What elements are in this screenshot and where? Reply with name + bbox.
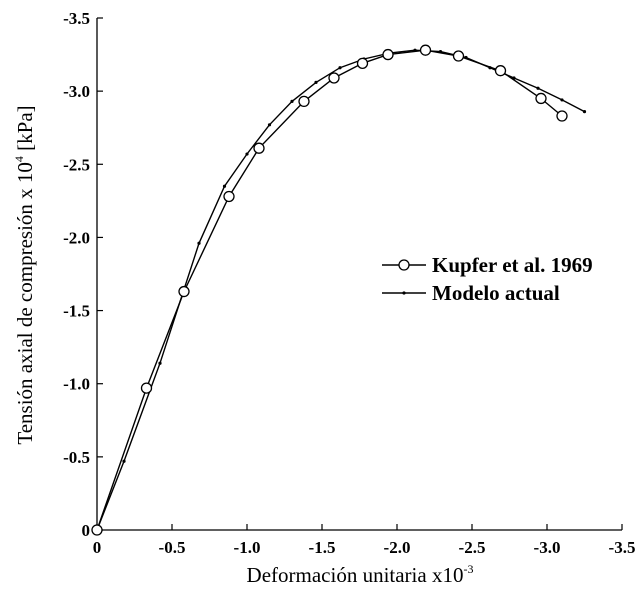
x-tick-label: -2.5 [459, 538, 486, 557]
point-kupfer [91, 524, 103, 536]
x-tick-label: 0 [93, 538, 102, 557]
series-layer [91, 44, 587, 536]
legend: Kupfer et al. 1969 Modelo actual [382, 253, 593, 305]
point-kupfer [298, 95, 310, 108]
ticks: 0 -0.5 -1.0 -1.5 -2.0 -2.5 -3.0 -3.5 0 -0.5 -1.0 -1… [63, 9, 635, 557]
point-modelo-actual [267, 123, 272, 127]
point-kupfer [223, 190, 235, 203]
point-modelo-actual [536, 86, 540, 90]
legend-label-modelo-actual: Modelo actual [432, 281, 560, 305]
labels: Deformación unitaria x10-3 Tensión axial … [12, 105, 473, 587]
point-kupfer [419, 44, 432, 56]
point-modelo-actual [582, 110, 587, 114]
point-modelo-actual [338, 66, 342, 70]
y-tick-label: -3.0 [63, 82, 90, 101]
point-kupfer [328, 72, 340, 84]
point-modelo-actual [413, 48, 417, 52]
point-modelo-actual [197, 241, 201, 245]
x-tick-label: -0.5 [159, 538, 186, 557]
y-tick-label: -2.0 [63, 228, 90, 247]
point-modelo-actual [512, 76, 516, 80]
point-modelo-actual [122, 459, 126, 463]
point-modelo-actual [314, 80, 318, 84]
legend-label-kupfer: Kupfer et al. 1969 [432, 253, 593, 277]
point-modelo-actual [158, 361, 162, 365]
x-axis-label: Deformación unitaria x10-3 [247, 562, 474, 587]
y-axis-label: Tensión axial de compresión x 104 [kPa] [12, 105, 37, 444]
point-modelo-actual [290, 99, 294, 103]
x-tick-label: -1.5 [309, 538, 336, 557]
legend-marker-modelo-actual [402, 291, 406, 295]
point-kupfer [535, 92, 547, 105]
axes [96, 18, 622, 531]
point-kupfer [382, 48, 394, 61]
point-kupfer [253, 142, 265, 154]
point-kupfer [178, 285, 190, 298]
point-modelo-actual [438, 50, 443, 54]
y-tick-label: -0.5 [63, 448, 90, 467]
y-tick-label: -1.0 [63, 375, 90, 394]
x-tick-label: -3.0 [534, 538, 561, 557]
y-tick-label: 0 [82, 521, 91, 540]
x-tick-label: -1.0 [234, 538, 261, 557]
x-tick-label: -3.5 [609, 538, 636, 557]
point-kupfer [140, 382, 153, 394]
point-kupfer [494, 65, 507, 77]
x-tick-label: -2.0 [384, 538, 411, 557]
y-tick-label: -2.5 [63, 155, 90, 174]
point-modelo-actual [245, 152, 249, 156]
point-modelo-actual [464, 55, 468, 60]
point-modelo-actual [222, 184, 227, 188]
series-line-kupfer [96, 49, 563, 531]
point-modelo-actual [560, 98, 564, 102]
point-kupfer [356, 57, 369, 69]
point-kupfer [556, 110, 568, 122]
y-tick-label: -3.5 [63, 9, 90, 28]
y-tick-label: -1.5 [63, 302, 90, 321]
series-line-modelo-actual [96, 49, 585, 531]
point-modelo-actual [488, 66, 492, 70]
point-kupfer [452, 50, 465, 62]
legend-marker-kupfer [398, 259, 410, 271]
